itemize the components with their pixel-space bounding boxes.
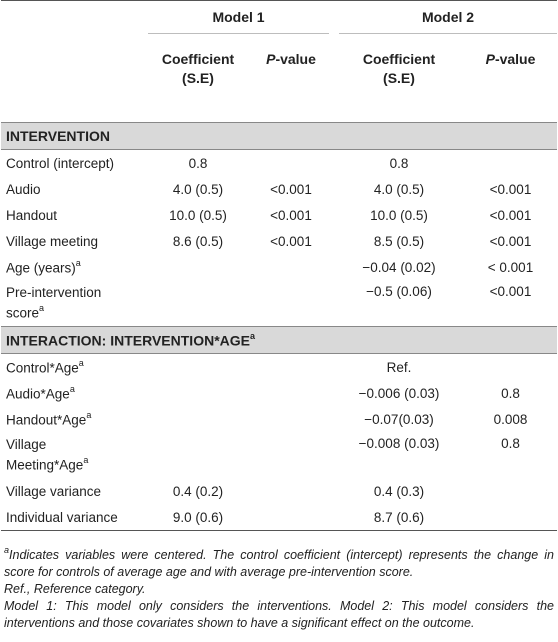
table-row: Handout*Agea −0.07(0.03) 0.008 <box>6 409 528 428</box>
section-intervention: INTERVENTION <box>1 122 557 150</box>
table-row: Control*Agea Ref. <box>6 357 412 376</box>
model2-coef-header: Coefficient (S.E) <box>362 51 436 86</box>
model2-pvalue-header: P-value <box>485 51 536 67</box>
regression-table: Model 1 Model 2 Coefficient (S.E) P-value… <box>1 0 557 531</box>
table-row: Audio*Agea −0.006 (0.03) 0.8 <box>6 383 520 402</box>
model2-header: Model 2 <box>329 1 557 34</box>
table-row: Village variance 0.4 (0.2) 0.4 (0.3) <box>6 483 425 499</box>
table-row: Audio 4.0 (0.5) <0.001 4.0 (0.5) <0.001 <box>6 181 532 197</box>
model1-pvalue-header: P-value <box>266 51 316 67</box>
footnote-centered: aIndicates variables were centered. The … <box>4 545 554 580</box>
column-header-row: Coefficient (S.E) P-value Coefficient (S.E… <box>1 34 557 123</box>
table-row: Individual variance 9.0 (0.6) 8.7 (0.6) <box>6 509 425 525</box>
model1-header: Model 1 <box>148 1 334 34</box>
footnote-models: Model 1: This model only considers the i… <box>4 599 554 631</box>
footnote-ref: Ref., Reference category. <box>4 582 146 597</box>
table-row: Pre-intervention scorea −0.5 (0.06) <0.00… <box>6 284 532 321</box>
table-row: Handout 10.0 (0.5) <0.001 10.0 (0.5) <0.… <box>6 207 532 223</box>
table-row: Control (intercept) 0.8 0.8 <box>6 155 409 171</box>
table-row: Village Meeting*Agea −0.008 (0.03) 0.8 <box>6 436 520 473</box>
table-row: Village meeting 8.6 (0.5) <0.001 8.5 (0.… <box>6 233 532 249</box>
section-interaction: INTERACTION: INTERVENTION*AGEa <box>1 326 557 354</box>
table-row: Age (years)a −0.04 (0.02) < 0.001 <box>6 257 534 276</box>
model1-coef-header: Coefficient (S.E) <box>161 51 235 86</box>
model-header-row: Model 1 Model 2 <box>1 1 557 34</box>
table-footnotes: aIndicates variables were centered. The … <box>4 543 554 632</box>
